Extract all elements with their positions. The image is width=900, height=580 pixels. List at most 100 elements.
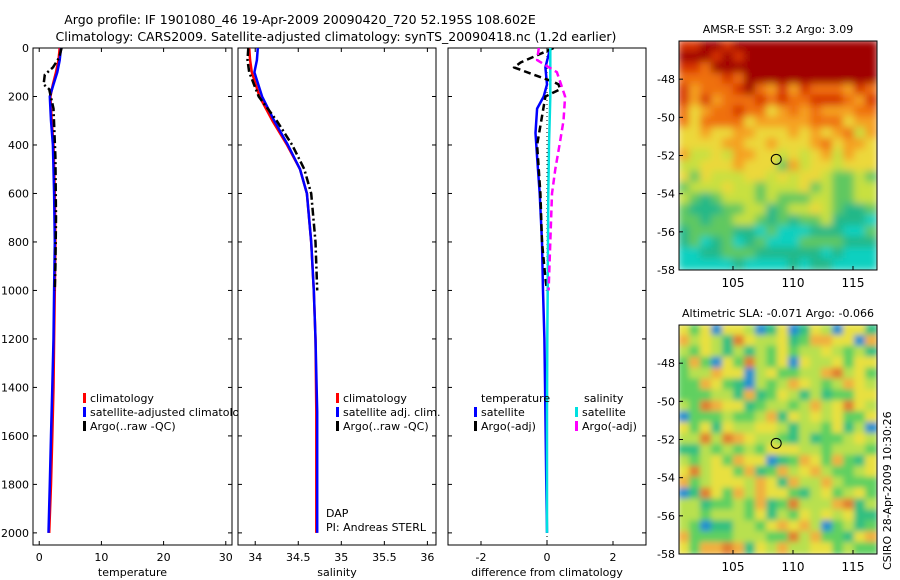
sla_map-cell	[799, 345, 812, 359]
sst_map-cell	[799, 61, 812, 75]
sla_map-cell	[777, 345, 790, 359]
sst_map-cell	[711, 214, 724, 228]
sla_map-cell	[865, 334, 877, 348]
sst_map-xtick-label: 115	[842, 276, 865, 290]
pi-label: PI: Andreas STERL	[326, 521, 427, 534]
sla_map-cell	[700, 422, 713, 435]
sst_map-cell	[722, 116, 735, 130]
sla_map-cell	[755, 400, 768, 414]
sst_map-cell	[689, 225, 702, 239]
sla_map-cell	[733, 433, 746, 446]
salinity-xtick-label: 35.5	[372, 551, 397, 564]
sst_map-cell	[679, 247, 691, 261]
sla_map-cell	[755, 476, 768, 490]
sst_map-cell	[700, 116, 713, 130]
sla_map-cell	[689, 356, 702, 370]
sla_map-cell	[755, 389, 768, 403]
sla_map-cell	[832, 334, 845, 348]
sst_map-ytick-label: -54	[657, 188, 675, 201]
sla_map-cell	[777, 389, 790, 403]
sla_map-cell	[854, 542, 867, 554]
sst_map-cell	[865, 160, 877, 173]
sla_map-cell	[843, 531, 856, 545]
sla_map-cell	[689, 498, 702, 512]
difference-xtick-label: -2	[476, 551, 487, 564]
depth-tick-label: 200	[8, 90, 29, 103]
sla_map-cell	[733, 542, 746, 554]
sla_map-cell	[832, 356, 845, 370]
sla_map-cell	[832, 378, 845, 392]
sst_map-cell	[777, 149, 790, 162]
sla_map-cell	[854, 378, 867, 392]
sla_map-cell	[810, 542, 823, 554]
sst_map-cell	[766, 72, 779, 86]
temperature-xtick-label: 10	[94, 551, 108, 564]
temperature-series-argo-raw-qc-	[42, 48, 63, 291]
sst_map-cell	[810, 41, 823, 53]
sla_map-cell	[722, 509, 735, 523]
sla_map-cell	[788, 520, 801, 534]
sla_map-cell	[700, 345, 713, 359]
sla_map-cell	[755, 465, 768, 479]
sla_map-cell	[755, 411, 768, 425]
sla_map-cell	[788, 454, 801, 468]
salinity-axes-box	[237, 47, 437, 546]
sla_map-cell	[799, 356, 812, 370]
sst_map-cell	[865, 61, 877, 75]
sla_map-cell	[777, 325, 790, 337]
sla_map-cell	[854, 444, 867, 457]
sla_map-cell	[854, 334, 867, 348]
sst_map-cell	[689, 138, 702, 151]
sla_map-cell	[679, 465, 691, 479]
sla_map-cell	[788, 444, 801, 457]
sla_map-cell	[865, 465, 877, 479]
sla_map-cell	[810, 400, 823, 414]
sst_map-cell	[865, 105, 877, 119]
salinity-xtick-label: 35	[334, 551, 348, 564]
sla_map-cell	[733, 444, 746, 457]
sla_map-cell	[843, 454, 856, 468]
sst_map-cell	[777, 203, 790, 217]
sla_map-cell	[788, 356, 801, 370]
sla_map-cell	[733, 520, 746, 534]
sla_map-cell	[821, 520, 834, 534]
sst_map-cell	[865, 203, 877, 217]
sla_map-cell	[777, 487, 790, 501]
sst_map-cell	[821, 127, 834, 141]
sst_map-cell	[821, 50, 834, 64]
sla_map-cell	[865, 389, 877, 403]
sla_map-cell	[832, 487, 845, 501]
sla_map-cell	[832, 520, 845, 534]
sst_map-cell	[854, 138, 867, 151]
sst_map-cell	[865, 181, 877, 195]
sst_map-cell	[788, 83, 801, 97]
sla_map-cell	[766, 400, 779, 414]
sla_map-cell	[679, 433, 691, 446]
sst_map-title: AMSR-E SST: 3.2 Argo: 3.09	[703, 23, 854, 36]
sla_map-ytick-label: -50	[657, 395, 675, 408]
sla_map-cell	[722, 487, 735, 501]
sst_map-cell	[766, 181, 779, 195]
sla_map-cell	[722, 345, 735, 359]
sst_map-cell	[722, 170, 735, 184]
sst_map-cell	[777, 181, 790, 195]
sst_map-cell	[854, 83, 867, 97]
sst_map-cell	[733, 41, 746, 53]
sla_map-cell	[799, 411, 812, 425]
sla_map-cell	[755, 334, 768, 348]
sst_map-xtick-label: 110	[782, 276, 805, 290]
sla_map-cell	[799, 454, 812, 468]
sst_map-cell	[733, 181, 746, 195]
sst_map-cell	[689, 247, 702, 261]
sst_map-cell	[799, 149, 812, 162]
sla_map-cell	[711, 389, 724, 403]
sst_map-cell	[711, 225, 724, 239]
panel-difference: -2 0 2 difference from climatology temperatu…	[447, 47, 647, 579]
sst_map-cell	[733, 116, 746, 130]
legend-title-salinity: salinity	[584, 392, 624, 405]
sla_map-cell	[744, 400, 757, 414]
sla_map-cell	[679, 498, 691, 512]
sla_map-cell	[744, 542, 757, 554]
sst_map-cell	[832, 214, 845, 228]
sst_map-cell	[821, 225, 834, 239]
